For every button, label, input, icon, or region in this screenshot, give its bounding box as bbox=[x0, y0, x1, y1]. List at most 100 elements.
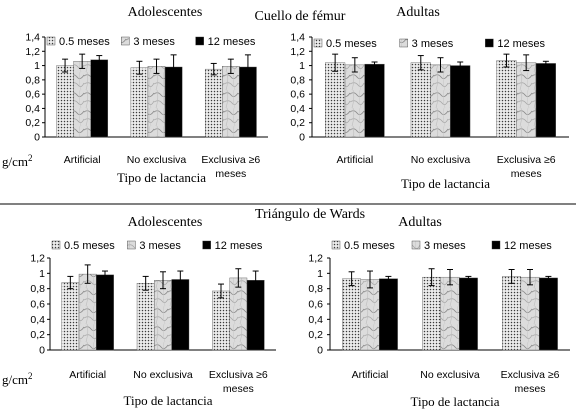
panel-femoral-neck-adultas: Adultas 0 0,2 0,4 0,6 0,8 1 1,2 1,4 Artificial No … bbox=[290, 5, 569, 191]
legend-label-twelve: 12 meses bbox=[208, 36, 256, 48]
y-tick-label: 0,4 bbox=[30, 314, 45, 326]
category-label: No exclusiva bbox=[411, 154, 471, 166]
legend-swatch-half bbox=[313, 38, 323, 48]
legend-label-half: 0.5 meses bbox=[344, 240, 395, 252]
y-tick-label: 0,6 bbox=[290, 89, 305, 101]
y-tick-label: 1,4 bbox=[290, 32, 305, 44]
bar-twelve-1 bbox=[90, 59, 109, 138]
bar-three-3 bbox=[229, 277, 248, 351]
bar-twelve-1 bbox=[364, 63, 385, 138]
bar-twelve-1 bbox=[96, 274, 114, 351]
bar-half-1 bbox=[325, 62, 346, 138]
bar-three-3 bbox=[516, 62, 537, 138]
bar-three-3 bbox=[222, 66, 240, 138]
y-tick-label: 0,8 bbox=[290, 74, 305, 86]
bar-half-1 bbox=[342, 278, 361, 351]
bar-twelve-3 bbox=[535, 63, 556, 138]
legend-swatch-three bbox=[399, 38, 408, 48]
category-label: No exclusiva bbox=[420, 369, 480, 381]
y-tick-label: 0,6 bbox=[30, 299, 45, 311]
bar-half-3 bbox=[496, 60, 517, 138]
bar-half-2 bbox=[130, 67, 149, 138]
unit-exponent-bottom: 2 bbox=[28, 371, 33, 381]
y-tick-label: 1,2 bbox=[25, 46, 40, 58]
y-tick-label: 1,2 bbox=[30, 253, 45, 265]
bar-half-2 bbox=[410, 62, 431, 138]
bar-twelve-3 bbox=[246, 280, 265, 351]
y-tick-label: 0,4 bbox=[25, 103, 40, 115]
legend-swatch-twelve bbox=[491, 240, 501, 250]
category-label: Exclusiva ≥6 meses bbox=[497, 154, 556, 180]
y-tick-label: 0,6 bbox=[25, 89, 40, 101]
y-tick-label: 0,4 bbox=[290, 103, 305, 115]
y-tick-label: 0,2 bbox=[290, 117, 305, 129]
unit-exponent-top: 2 bbox=[28, 153, 33, 163]
bar-half-3 bbox=[502, 276, 521, 351]
bar-three-2 bbox=[154, 280, 172, 351]
y-tick-label: 0 bbox=[34, 132, 40, 144]
x-axis-label: Tipo de lactancia bbox=[401, 176, 490, 191]
y-tick-label: 1,2 bbox=[290, 46, 305, 58]
bar-twelve-1 bbox=[379, 278, 398, 351]
legend-label-half: 0.5 meses bbox=[326, 38, 377, 50]
legend-swatch-half bbox=[51, 240, 61, 250]
bar-three-2 bbox=[430, 64, 451, 138]
y-tick-label: 1 bbox=[39, 268, 45, 280]
y-tick-label: 0 bbox=[317, 345, 323, 357]
panel-femoral-neck-adolescentes: Adolescentes 0 0,2 0,4 0,6 0,8 1 1,2 1,4 Artifici… bbox=[25, 5, 268, 185]
category-label: No exclusiva bbox=[127, 154, 187, 166]
legend-label-three: 3 meses bbox=[412, 38, 454, 50]
legend-swatch-twelve bbox=[202, 240, 211, 250]
legend-swatch-three bbox=[411, 240, 421, 250]
y-tick-label: 0 bbox=[299, 132, 305, 144]
panel-title: Adultas bbox=[396, 5, 440, 20]
bar-three-2 bbox=[440, 276, 460, 351]
legend-label-three: 3 meses bbox=[424, 240, 466, 252]
category-label: No exclusiva bbox=[133, 369, 193, 381]
bar-half-1 bbox=[61, 282, 80, 351]
unit-label-top: g/cm2 bbox=[2, 153, 33, 169]
y-tick-label: 0,8 bbox=[308, 283, 323, 295]
legend-swatch-twelve bbox=[195, 36, 204, 46]
bar-three-3 bbox=[520, 276, 540, 351]
y-tick-label: 0,2 bbox=[308, 329, 323, 341]
y-tick-label: 0,2 bbox=[25, 117, 40, 129]
panel-wards-adolescentes: Adolescentes 0 0,2 0,4 0,6 0,8 1 1,2 Artificial N… bbox=[30, 215, 276, 408]
x-axis-label: Tipo de lactancia bbox=[117, 170, 206, 185]
legend-label-half: 0.5 meses bbox=[59, 36, 110, 48]
legend-label-twelve: 12 meses bbox=[504, 240, 552, 252]
bar-half-3 bbox=[212, 290, 230, 351]
section-title-wards-triangle: Triángulo de Wards bbox=[255, 207, 365, 222]
bar-half-3 bbox=[204, 68, 223, 138]
legend-swatch-twelve bbox=[485, 38, 494, 48]
legend-swatch-half bbox=[331, 240, 341, 250]
category-label: Exclusiva ≥6 meses bbox=[209, 369, 268, 395]
bar-three-1 bbox=[360, 279, 380, 351]
legend-label-twelve: 12 meses bbox=[497, 38, 545, 50]
legend-label-three: 3 meses bbox=[133, 36, 175, 48]
y-tick-label: 0 bbox=[39, 345, 45, 357]
category-label: Exclusiva ≥6 meses bbox=[201, 154, 260, 180]
y-tick-label: 1 bbox=[34, 60, 40, 72]
bar-three-1 bbox=[344, 64, 365, 138]
legend-swatch-three bbox=[127, 240, 136, 250]
bar-twelve-2 bbox=[450, 65, 471, 138]
legend-label-half: 0.5 meses bbox=[64, 240, 115, 252]
panel-title: Adolescentes bbox=[128, 5, 203, 20]
bar-three-1 bbox=[78, 273, 97, 351]
legend-label-twelve: 12 meses bbox=[215, 240, 263, 252]
bar-half-1 bbox=[56, 65, 74, 138]
y-tick-label: 1,4 bbox=[25, 32, 40, 44]
y-tick-label: 0,4 bbox=[308, 314, 323, 326]
bar-three-1 bbox=[73, 61, 91, 138]
panel-title: Adultas bbox=[398, 215, 442, 230]
bar-twelve-2 bbox=[171, 279, 190, 351]
y-tick-label: 0,8 bbox=[30, 283, 45, 295]
y-tick-label: 1,2 bbox=[308, 253, 323, 265]
category-label: Artificial bbox=[352, 369, 389, 381]
category-label: Artificial bbox=[64, 154, 101, 166]
bar-twelve-3 bbox=[539, 277, 558, 351]
y-tick-label: 0,8 bbox=[25, 74, 40, 86]
bar-three-2 bbox=[147, 66, 166, 138]
